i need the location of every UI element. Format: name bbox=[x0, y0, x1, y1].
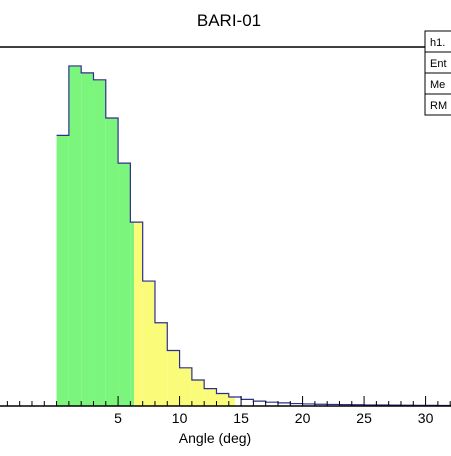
histogram-bar-fill bbox=[130, 222, 135, 406]
stats-box-label: Me bbox=[430, 79, 445, 91]
histogram-outline-group bbox=[56, 65, 451, 407]
histogram-bar-fill bbox=[68, 65, 82, 406]
histogram-bar-fill bbox=[216, 393, 229, 406]
histogram-bar-fill bbox=[105, 117, 119, 407]
stats-box: h1. Ent Me RM bbox=[424, 30, 451, 116]
x-tick-label: 25 bbox=[356, 410, 372, 426]
histogram-bar-fill bbox=[142, 281, 155, 406]
histogram-bar-fill bbox=[228, 396, 235, 406]
histogram-bar-fill bbox=[81, 72, 94, 406]
x-axis-label: Angle (deg) bbox=[179, 430, 251, 446]
x-tick-label: 10 bbox=[172, 410, 188, 426]
x-tick-label: 15 bbox=[233, 410, 249, 426]
stats-box-row bbox=[424, 93, 451, 116]
histogram-bar-fill bbox=[56, 135, 69, 406]
stats-box-label: Ent bbox=[430, 58, 447, 70]
histogram-bar-fill bbox=[179, 367, 192, 406]
stats-box-label: RM bbox=[430, 100, 447, 112]
histogram-bar-fill bbox=[93, 79, 106, 406]
stats-box-label: h1. bbox=[430, 37, 445, 49]
histogram-bar-fill bbox=[204, 388, 217, 406]
histogram-bar-fill bbox=[154, 322, 168, 406]
x-tick-label: 20 bbox=[295, 410, 311, 426]
histogram-fill-group bbox=[56, 65, 235, 407]
histogram-bar-fill bbox=[134, 222, 143, 406]
histogram-bar-fill bbox=[191, 379, 205, 406]
x-tick-label: 5 bbox=[114, 410, 122, 426]
chart-title: BARI-01 bbox=[197, 11, 261, 30]
x-tick-label: 30 bbox=[418, 410, 434, 426]
histogram-outline bbox=[56, 65, 451, 407]
histogram-bar-fill bbox=[167, 350, 180, 406]
histogram-bar-fill bbox=[118, 163, 131, 406]
